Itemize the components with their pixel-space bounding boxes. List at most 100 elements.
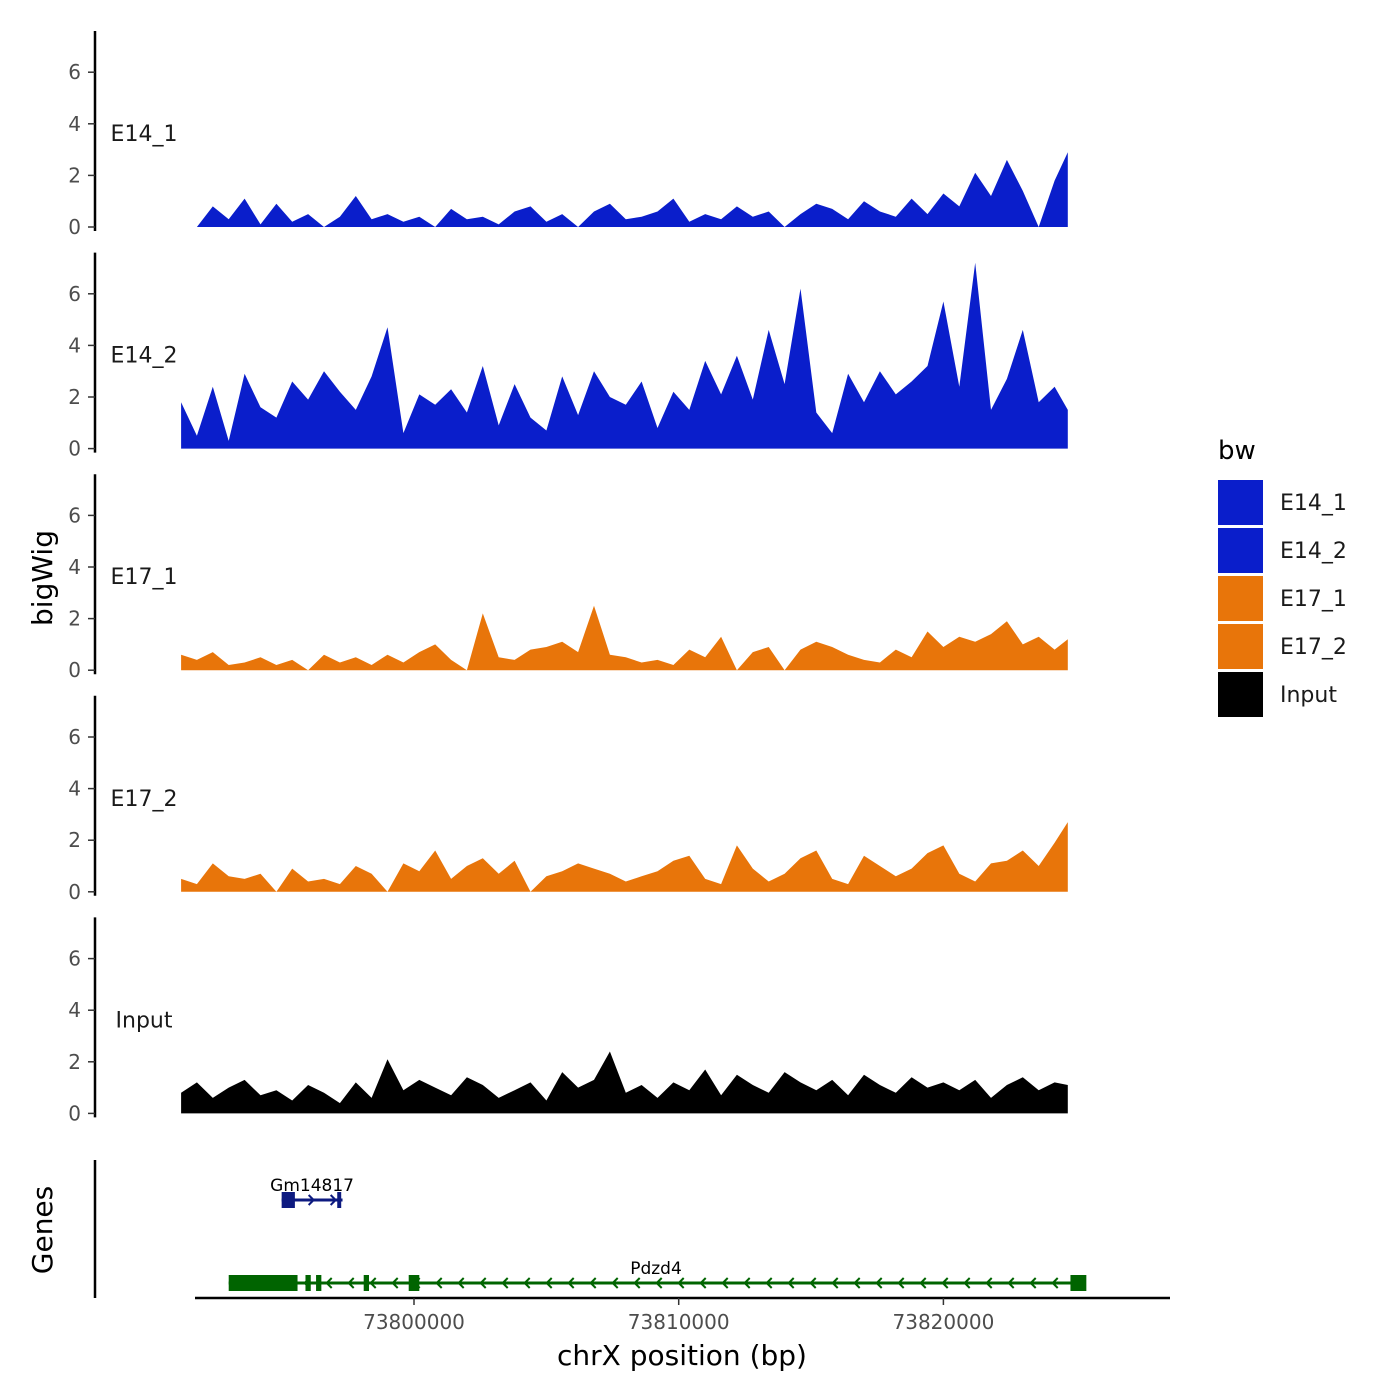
gene-Pdzd4: Pdzd4: [228, 1259, 1087, 1291]
track-label: E14_1: [111, 122, 178, 147]
strand-arrow: [347, 1277, 355, 1289]
legend-swatch: [1218, 528, 1263, 573]
exon: [337, 1192, 342, 1208]
genes-axis-title: Genes: [26, 1186, 59, 1274]
signal-tracks: 0 2 4 6 E14_1 0 2 4 6 E14_2 0 2 4 6 E17_1 0 2 4 6 E17_2 0 2 4 6…: [68, 31, 1068, 1125]
strand-arrow: [545, 1277, 553, 1289]
legend-label: E17_1: [1280, 587, 1347, 612]
legend-label: E14_1: [1280, 491, 1347, 516]
strand-arrow: [765, 1277, 773, 1289]
strand-arrow: [743, 1277, 751, 1289]
strand-arrow: [1007, 1277, 1015, 1289]
strand-arrow: [677, 1277, 685, 1289]
legend-label: E17_2: [1280, 635, 1347, 660]
track-E17_1: 0 2 4 6 E17_1: [68, 474, 1068, 682]
exon: [1070, 1275, 1087, 1291]
track-E14_2: 0 2 4 6 E14_2: [68, 252, 1068, 461]
area-Input: [181, 1051, 1068, 1114]
strand-arrow: [501, 1277, 509, 1289]
legend-swatch: [1218, 624, 1263, 669]
y-tick-label: 6: [68, 60, 81, 84]
track-Input: 0 2 4 6 Input: [68, 917, 1068, 1125]
strand-arrow: [391, 1277, 399, 1289]
y-tick-label: 4: [68, 555, 81, 579]
exon: [228, 1275, 298, 1291]
strand-arrow: [611, 1277, 619, 1289]
y-tick-label: 4: [68, 998, 81, 1022]
area-E14_2: [181, 262, 1068, 449]
legend-label: Input: [1280, 683, 1337, 708]
y-tick-label: 2: [68, 607, 81, 631]
track-label: Input: [116, 1008, 173, 1033]
strand-arrow: [941, 1277, 949, 1289]
strand-arrow: [809, 1277, 817, 1289]
y-tick-label: 2: [68, 163, 81, 187]
strand-arrow: [699, 1277, 707, 1289]
x-tick-label: 73820000: [893, 1310, 995, 1334]
strand-arrow: [787, 1277, 795, 1289]
strand-arrow: [567, 1277, 575, 1289]
strand-arrow: [875, 1277, 883, 1289]
track-label: E17_1: [111, 565, 178, 590]
exon: [305, 1275, 311, 1291]
y-tick-label: 2: [68, 1050, 81, 1074]
strand-arrow: [919, 1277, 927, 1289]
area-E14_1: [181, 152, 1068, 227]
strand-arrow: [985, 1277, 993, 1289]
gene-label: Gm14817: [270, 1176, 354, 1196]
area-E17_2: [181, 822, 1068, 892]
track-E17_2: 0 2 4 6 E17_2: [68, 695, 1068, 904]
gene-track: Gm14817 Pdzd4: [93, 1160, 1087, 1298]
gene-Gm14817: Gm14817: [270, 1176, 354, 1208]
legend-swatch: [1218, 480, 1263, 525]
y-tick-label: 4: [68, 777, 81, 801]
y-tick-label: 0: [68, 880, 81, 904]
exon: [281, 1192, 295, 1208]
x-axis: 73800000 73810000 73820000: [195, 1296, 1170, 1334]
strand-arrow: [633, 1277, 641, 1289]
track-E14_1: 0 2 4 6 E14_1: [68, 31, 1068, 239]
legend-swatch: [1218, 672, 1263, 717]
strand-arrow: [307, 1194, 316, 1206]
gene-label: Pdzd4: [630, 1259, 682, 1279]
strand-arrow: [655, 1277, 663, 1289]
strand-arrow: [435, 1277, 443, 1289]
y-tick-label: 6: [68, 947, 81, 971]
y-tick-label: 6: [68, 503, 81, 527]
strand-arrow: [1051, 1277, 1059, 1289]
area-E17_1: [181, 605, 1068, 671]
strand-arrow: [721, 1277, 729, 1289]
y-axis-title: bigWig: [26, 530, 59, 626]
strand-arrow: [589, 1277, 597, 1289]
y-tick-label: 0: [68, 1101, 81, 1125]
y-tick-label: 4: [68, 333, 81, 357]
track-label: E14_2: [111, 344, 178, 369]
y-tick-label: 2: [68, 385, 81, 409]
strand-arrow: [523, 1277, 531, 1289]
y-tick-label: 6: [68, 282, 81, 306]
exon: [408, 1275, 420, 1291]
exon: [363, 1275, 370, 1291]
y-tick-label: 0: [68, 437, 81, 461]
y-tick-label: 4: [68, 112, 81, 136]
strand-arrow: [963, 1277, 971, 1289]
strand-arrow: [369, 1277, 377, 1289]
strand-arrow: [479, 1277, 487, 1289]
strand-arrow: [1029, 1277, 1037, 1289]
x-tick-label: 73800000: [363, 1310, 465, 1334]
y-tick-label: 0: [68, 215, 81, 239]
legend: bw E14_1 E14_2 E17_1 E17_2 Input: [1218, 436, 1347, 717]
strand-arrow: [897, 1277, 905, 1289]
track-label: E17_2: [111, 787, 178, 812]
y-tick-label: 0: [68, 658, 81, 682]
strand-arrow: [325, 1277, 333, 1289]
legend-title: bw: [1218, 436, 1256, 466]
x-axis-title: chrX position (bp): [557, 1339, 807, 1372]
strand-arrow: [329, 1194, 338, 1206]
legend-label: E14_2: [1280, 539, 1347, 564]
legend-swatch: [1218, 576, 1263, 621]
strand-arrow: [853, 1277, 861, 1289]
strand-arrow: [457, 1277, 465, 1289]
y-tick-label: 6: [68, 725, 81, 749]
